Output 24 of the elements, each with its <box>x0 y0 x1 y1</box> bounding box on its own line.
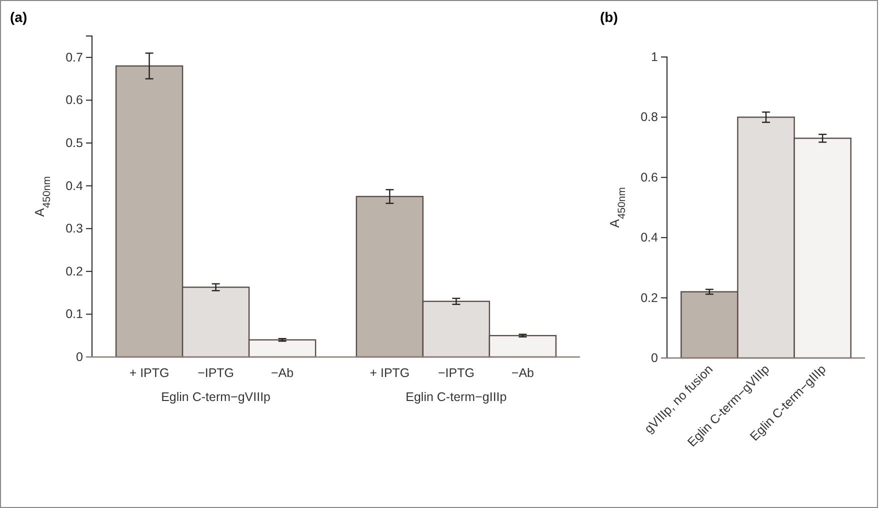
y-tick-label: 0.4 <box>640 230 658 245</box>
y-tick-label: 0.1 <box>66 307 84 322</box>
y-tick-label: 0 <box>651 351 658 365</box>
series-label: + IPTG <box>129 366 170 380</box>
y-tick-label: 0.2 <box>66 264 84 278</box>
text: + IPTG <box>370 366 410 380</box>
y-tick-label: 0 <box>76 350 84 364</box>
chart-title: (b) <box>600 9 618 25</box>
y-tick-label: 0.8 <box>640 110 658 124</box>
y-tick-label: 1 <box>651 50 658 64</box>
y-tick-label: 0.5 <box>66 136 84 150</box>
series-label: −Ab <box>271 366 294 380</box>
y-tick-label: 0.7 <box>66 50 84 64</box>
y-tick-label: 0.6 <box>66 93 84 108</box>
y-tick-label: 0.3 <box>66 222 84 236</box>
text: −Ab <box>511 366 534 380</box>
x-tick-label: Eglin C-term−gVIIIp <box>161 390 271 404</box>
x-tick-label: Eglin C-term−gIIIp <box>406 390 507 404</box>
y-tick-label: 0.4 <box>66 178 84 193</box>
text: −IPTG <box>438 366 474 380</box>
series-label: −IPTG <box>198 366 234 380</box>
chart-title: (a) <box>10 9 28 25</box>
y-tick-label: 0.2 <box>640 290 658 305</box>
y-tick-label: 0.6 <box>640 170 658 184</box>
